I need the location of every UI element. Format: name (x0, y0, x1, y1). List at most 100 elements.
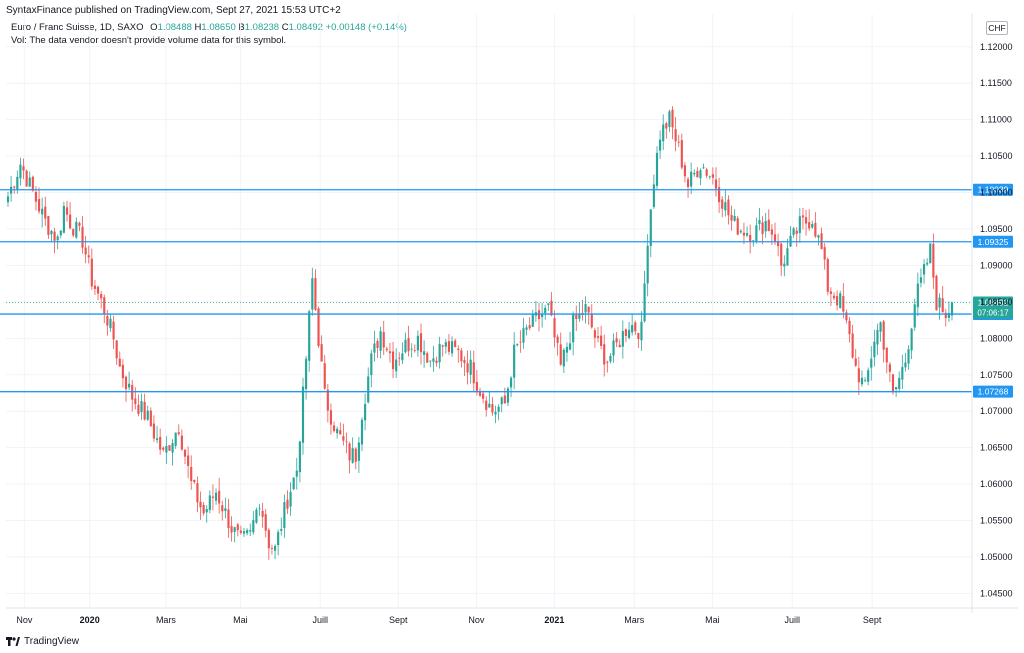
candle (208, 490, 211, 514)
candle-body (500, 397, 503, 405)
candle (441, 344, 444, 357)
candle-body (180, 435, 183, 450)
candle-body (87, 255, 90, 258)
candle (143, 393, 146, 421)
candle-body (780, 243, 783, 266)
candle (252, 511, 255, 535)
x-tick-label: Juill (784, 615, 800, 625)
low-value: 1.08238 (244, 22, 280, 33)
candle-body (683, 165, 687, 177)
candle (332, 421, 336, 433)
symbol-name[interactable]: Euro / Franc Suisse, 1D, SAXO (11, 22, 144, 33)
candle (155, 425, 159, 444)
candle (218, 477, 221, 514)
candle-body (485, 400, 488, 410)
candle (780, 242, 783, 277)
candle-body (879, 322, 882, 332)
candle (305, 355, 308, 400)
currency-button[interactable]: CHF (986, 21, 1008, 35)
candle-body (745, 233, 749, 236)
candle (270, 544, 274, 555)
candle (876, 323, 879, 356)
candle (683, 162, 687, 183)
candle-body (357, 442, 360, 461)
candle (255, 507, 258, 524)
candle (326, 384, 329, 423)
candle (149, 407, 152, 427)
candle-body (463, 359, 466, 364)
candle-body (183, 449, 187, 457)
candle-body (19, 164, 22, 179)
y-tick-label: 1.11500 (980, 78, 1012, 88)
candle (6, 191, 10, 207)
symbol-legend: Euro / Franc Suisse, 1D, SAXO O1.08488 H… (11, 22, 407, 33)
candle-body (926, 262, 929, 265)
candle-body (587, 306, 590, 313)
candle (801, 207, 805, 230)
candle (593, 327, 596, 348)
candle (404, 332, 407, 354)
candle (749, 224, 752, 254)
candle-body (295, 470, 298, 477)
candle-body (41, 208, 44, 215)
candle-body (478, 390, 482, 396)
candle (690, 162, 693, 195)
candle (711, 167, 714, 185)
level-line[interactable]: 1.09325 (0, 235, 1013, 248)
candle-body (168, 445, 171, 451)
candle (345, 432, 348, 454)
candle (233, 526, 236, 543)
candle-body (947, 312, 950, 318)
level-line[interactable]: 1.10039 (0, 183, 1013, 196)
open-label: O (150, 22, 158, 33)
candle-body (950, 302, 954, 316)
candle-body (612, 340, 615, 356)
candle-body (193, 479, 196, 483)
candle-body (115, 340, 118, 359)
tradingview-footer[interactable]: TradingView (6, 636, 79, 647)
candle-body (441, 345, 444, 347)
candle (258, 504, 261, 516)
candle-body (888, 364, 891, 372)
candle-body (177, 432, 180, 435)
candle (342, 423, 345, 446)
candle-body (767, 219, 770, 232)
candle (236, 522, 239, 537)
candle-body (385, 348, 388, 351)
candle-body (326, 389, 329, 411)
candle-body (643, 283, 646, 322)
candle-body (103, 297, 106, 314)
candle-body (891, 374, 895, 392)
candle (634, 320, 637, 336)
candle-body (910, 328, 913, 351)
level-line[interactable]: 1.08333 (0, 308, 1013, 321)
candle (674, 116, 677, 152)
candle-body (842, 296, 845, 312)
candle (553, 310, 556, 348)
candle-body (898, 377, 901, 390)
candle-body (677, 141, 680, 143)
candle (767, 209, 770, 232)
x-tick-label: Mai (705, 615, 720, 625)
candle (267, 528, 270, 561)
candle-body (301, 386, 305, 443)
level-line[interactable]: 1.07268 (0, 385, 1013, 398)
candle (311, 267, 314, 316)
candle (680, 133, 683, 170)
y-tick-label: 1.07000 (980, 406, 1013, 416)
candle-body (553, 318, 556, 338)
candle-body (162, 447, 165, 450)
candle-body (360, 419, 364, 445)
candle (407, 325, 410, 357)
candle-body (196, 483, 199, 503)
horizontal-levels[interactable]: 1.10039 1.09325 1.08333 1.07268 1.0849207:06… (0, 183, 1013, 398)
candle-body (56, 236, 59, 241)
candle (572, 311, 575, 356)
candle (100, 291, 103, 309)
candle-body (407, 338, 410, 352)
x-tick-label: Mars (624, 615, 644, 625)
candle (261, 502, 264, 528)
y-tick-label: 1.09000 (980, 260, 1013, 270)
candle-body (792, 228, 795, 235)
